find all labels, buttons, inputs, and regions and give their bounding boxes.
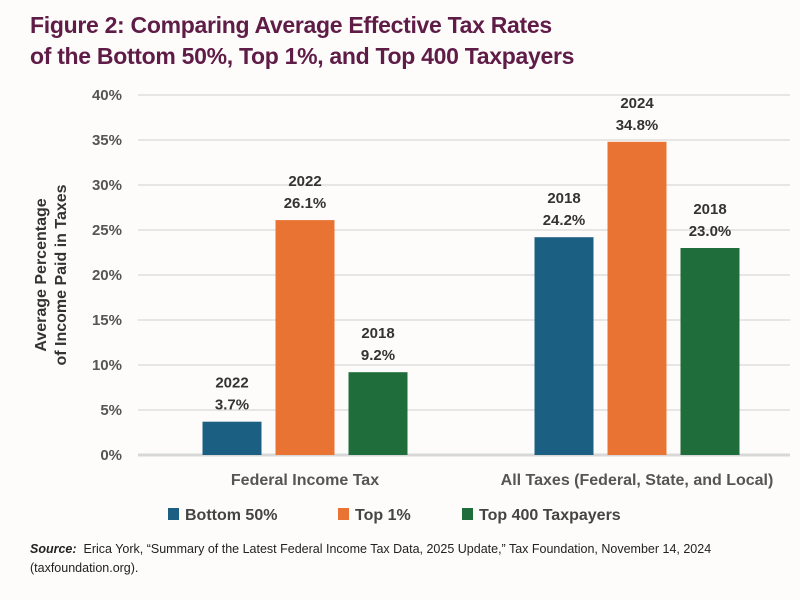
y-tick-label: 40% bbox=[92, 87, 122, 104]
source-text: Erica York, “Summary of the Latest Feder… bbox=[30, 542, 712, 575]
x-category-label: All Taxes (Federal, State, and Local) bbox=[501, 472, 774, 489]
bar-value-label: 23.0% bbox=[689, 223, 732, 240]
bar-value-label: 3.7% bbox=[215, 397, 249, 414]
bar bbox=[534, 237, 594, 455]
bar bbox=[680, 248, 740, 455]
bar-chart: 0% 5% 10% 15% 20% 25% 30% 35% 40% Average Percent… bbox=[33, 87, 790, 524]
y-tick-label: 15% bbox=[92, 312, 122, 329]
x-category-label: Federal Income Tax bbox=[231, 472, 379, 489]
bar-value-label: 9.2% bbox=[361, 347, 395, 364]
bar-year-label: 2024 bbox=[620, 95, 654, 112]
legend-label: Top 400 Taxpayers bbox=[479, 507, 621, 524]
bar-value-label: 26.1% bbox=[284, 195, 327, 212]
bar-year-label: 2018 bbox=[693, 201, 726, 218]
bar bbox=[348, 372, 408, 455]
y-tick-label: 20% bbox=[92, 267, 122, 284]
bar-value-label: 34.8% bbox=[616, 117, 659, 134]
bar-value-label: 24.2% bbox=[543, 212, 586, 229]
y-tick-label: 10% bbox=[92, 357, 122, 374]
legend-label: Bottom 50% bbox=[185, 507, 277, 524]
y-axis-label: Average Percentage of Income Paid in Taxe… bbox=[33, 184, 70, 365]
bar-year-label: 2018 bbox=[361, 325, 394, 342]
title-line-2: of the Bottom 50%, Top 1%, and Top 400 T… bbox=[30, 43, 575, 69]
bar-year-label: 2022 bbox=[288, 173, 321, 190]
bar bbox=[275, 220, 335, 455]
source-label: Source: bbox=[30, 542, 77, 556]
y-tick-label: 5% bbox=[100, 402, 122, 419]
source-note: Source: Erica York, “Summary of the Late… bbox=[30, 540, 780, 578]
bar-year-label: 2018 bbox=[547, 190, 580, 207]
legend-swatch bbox=[168, 508, 179, 520]
y-tick-label: 35% bbox=[92, 132, 122, 149]
legend-swatch bbox=[338, 508, 349, 520]
y-tick-label: 25% bbox=[92, 222, 122, 239]
y-tick-label: 30% bbox=[92, 177, 122, 194]
bar bbox=[202, 421, 262, 455]
bar bbox=[607, 141, 667, 456]
title-line-1: Figure 2: Comparing Average Effective Ta… bbox=[30, 12, 552, 38]
legend-label: Top 1% bbox=[355, 507, 411, 524]
y-tick-label: 0% bbox=[100, 447, 122, 464]
legend-swatch bbox=[462, 508, 473, 520]
chart-title: Figure 2: Comparing Average Effective Ta… bbox=[30, 10, 574, 72]
bar-year-label: 2022 bbox=[215, 375, 248, 392]
